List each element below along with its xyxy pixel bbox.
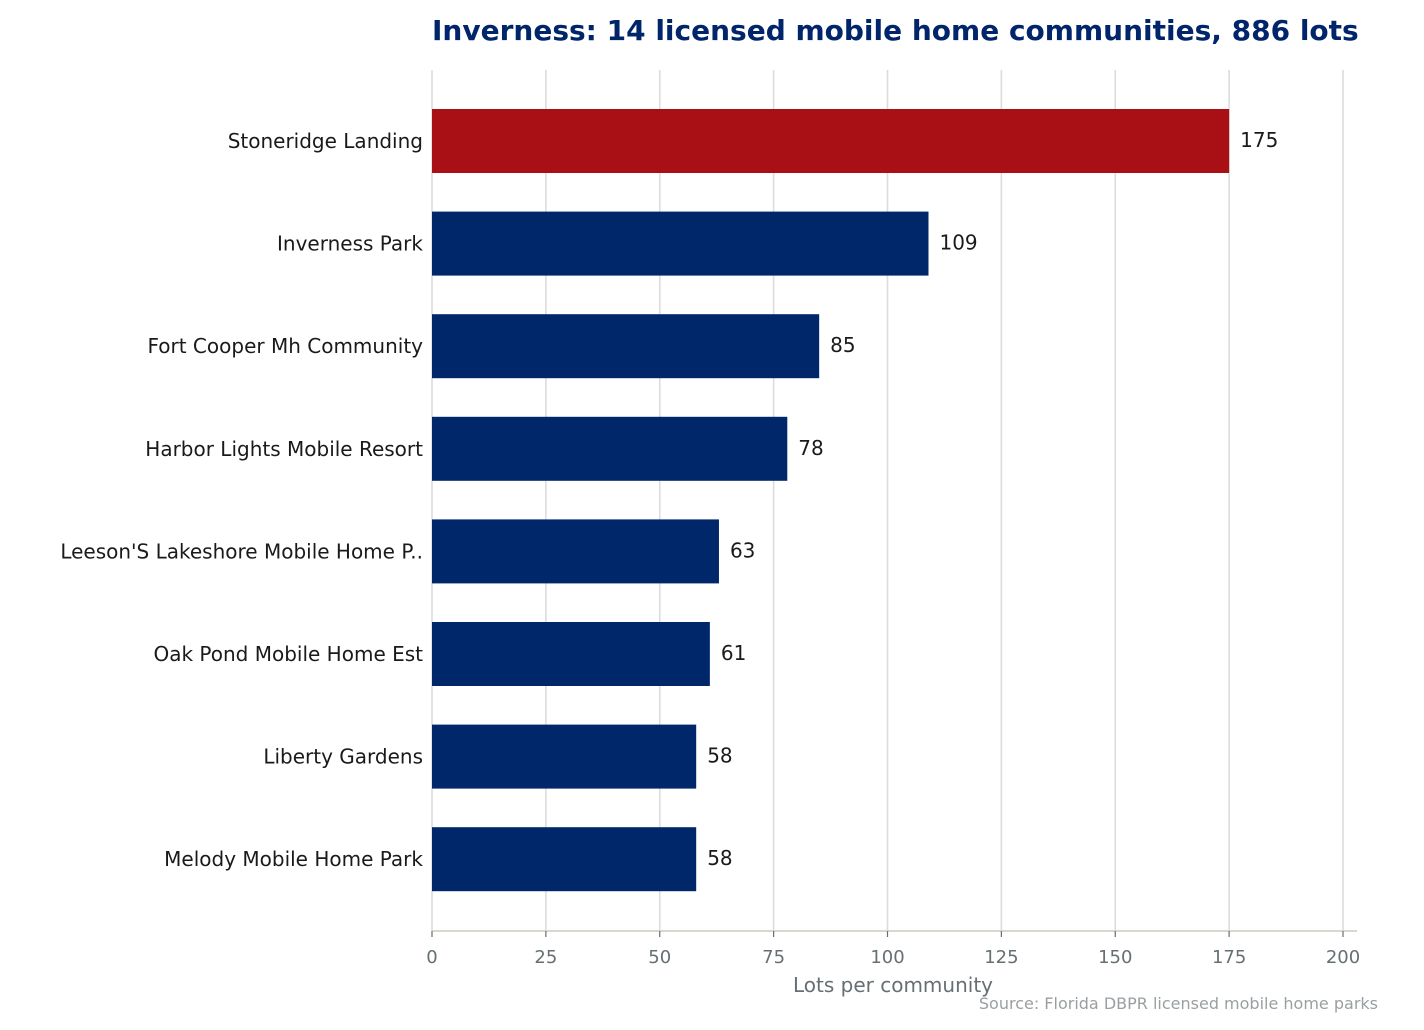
category-label: Leeson'S Lakeshore Mobile Home P..	[60, 539, 423, 563]
value-label: 175	[1240, 128, 1278, 152]
x-tick-label: 200	[1326, 947, 1360, 968]
bar	[432, 519, 719, 584]
category-label: Harbor Lights Mobile Resort	[145, 437, 423, 461]
chart-title: Inverness: 14 licensed mobile home commu…	[432, 14, 1359, 47]
x-tick-label: 0	[426, 947, 437, 968]
bar	[432, 314, 820, 379]
value-label: 85	[830, 333, 855, 357]
category-label: Fort Cooper Mh Community	[147, 334, 423, 358]
category-label: Liberty Gardens	[263, 745, 423, 769]
bar	[432, 827, 697, 892]
x-tick-label: 100	[870, 947, 904, 968]
value-label: 63	[730, 538, 755, 562]
x-axis-ticks: 0 25 50 75 100 125 150 175 200	[426, 931, 1360, 968]
x-tick-label: 125	[984, 947, 1018, 968]
value-label: 61	[721, 641, 746, 665]
source-note: Source: Florida DBPR licensed mobile hom…	[979, 994, 1378, 1013]
category-label: Oak Pond Mobile Home Est	[153, 642, 423, 666]
x-tick-label: 25	[534, 947, 557, 968]
value-labels: 175 109 85 78 63 61 58 58	[707, 128, 1278, 870]
value-label: 78	[798, 436, 823, 460]
x-tick-label: 50	[648, 947, 671, 968]
x-tick-label: 175	[1212, 947, 1246, 968]
value-label: 109	[939, 231, 977, 255]
bar	[432, 622, 710, 686]
x-tick-label: 150	[1098, 947, 1132, 968]
gridlines	[431, 70, 1344, 931]
category-label: Stoneridge Landing	[228, 129, 423, 153]
category-label: Inverness Park	[277, 232, 423, 256]
x-axis-title: Lots per community	[793, 973, 993, 997]
bars	[432, 109, 1230, 892]
x-tick-label: 75	[762, 947, 785, 968]
bar	[432, 211, 929, 276]
bar	[432, 416, 788, 481]
category-labels: Stoneridge Landing Inverness Park Fort Coo…	[60, 129, 423, 871]
value-label: 58	[707, 846, 732, 870]
category-label: Melody Mobile Home Park	[164, 847, 423, 871]
bar	[432, 109, 1230, 173]
value-label: 58	[707, 744, 732, 768]
bar	[432, 724, 697, 789]
